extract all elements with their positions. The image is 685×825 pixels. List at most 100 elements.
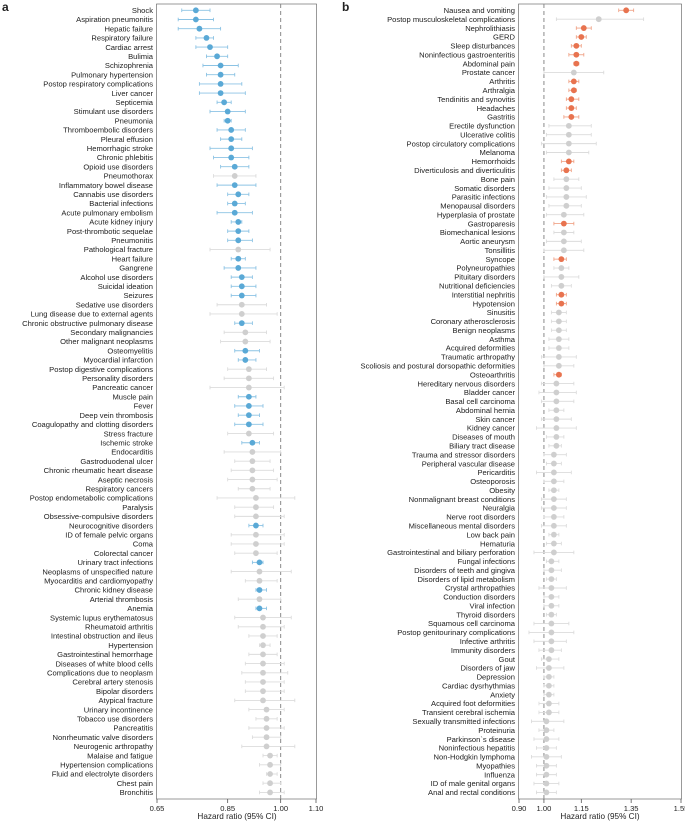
forest-row: Neurogenic arthropathy: [74, 742, 296, 751]
x-tick-label: 0.85: [220, 804, 235, 813]
forest-row: Immunity disorders: [451, 646, 562, 655]
hazard-ratio-point: [256, 587, 263, 593]
hazard-ratio-point: [231, 209, 238, 216]
forest-row: Chest pain: [117, 779, 282, 788]
hazard-ratio-point: [235, 246, 242, 253]
row-label: Gangrene: [119, 264, 153, 273]
row-label: Osteoporosis: [470, 477, 515, 486]
row-label: Benign neoplasms: [453, 326, 516, 335]
forest-row: Post-thrombotic sequelae: [67, 227, 250, 236]
row-label: Chronic obstructive pulmonary disease: [22, 319, 153, 328]
hazard-ratio-point: [235, 255, 242, 262]
forest-row: Postop respiratory complications: [43, 80, 243, 89]
x-tick-label: 1.00: [273, 804, 288, 813]
forest-row: ID of female pelvic organs: [65, 530, 285, 539]
hazard-ratio-point: [558, 256, 565, 263]
row-label: Colorectal cancer: [94, 549, 154, 558]
hazard-ratio-point: [550, 531, 557, 538]
row-label: Myopathies: [476, 761, 515, 770]
hazard-ratio-point: [228, 136, 235, 143]
forest-row: Somatic disorders: [454, 184, 582, 193]
hazard-ratio-point: [245, 375, 252, 382]
hazard-ratio-point: [245, 412, 252, 419]
forest-row: Tobacco use disorders: [77, 714, 278, 723]
row-label: Pneumonitis: [111, 236, 153, 245]
hazard-ratio-point: [573, 51, 580, 58]
forest-row: Neoplasms of unspecified nature: [42, 567, 292, 576]
row-label: Bipolar disorders: [96, 687, 153, 696]
forest-row: Chronic rheumatic heart disease: [44, 466, 275, 475]
hazard-ratio-point: [550, 522, 557, 529]
forest-row: Gangrene: [119, 264, 257, 273]
row-label: Septicemia: [115, 98, 153, 107]
hazard-ratio-point: [558, 265, 565, 271]
forest-row: Nonrheumatic valve disorders: [53, 733, 282, 742]
hazard-ratio-point: [553, 389, 560, 396]
hazard-ratio-point: [548, 629, 555, 636]
forest-row: Hypotension: [473, 299, 567, 308]
row-label: Trauma and stressor disorders: [412, 450, 515, 459]
hazard-ratio-point: [555, 318, 562, 325]
x-axis-label: Hazard ratio (95% CI): [560, 812, 639, 821]
forest-row: Suicidal ideation: [98, 282, 257, 291]
forest-row: Tonsillitis: [485, 246, 585, 255]
row-label: Sleep disturbances: [450, 42, 515, 51]
hazard-ratio-point: [543, 727, 550, 734]
forest-row: Deep vein thrombosis: [80, 411, 260, 420]
row-label: Diverticulosis and diverticulitis: [414, 166, 515, 175]
forest-row: Menopausal disorders: [440, 202, 582, 211]
row-label: Asthma: [489, 335, 516, 344]
forest-row: Urinary incontinence: [84, 705, 285, 714]
forest-row: Gastroduodenal ulcer: [80, 457, 271, 466]
hazard-ratio-point: [543, 753, 550, 760]
row-label: Traumatic arthropathy: [441, 353, 515, 362]
row-label: Neoplasms of unspecified nature: [42, 567, 153, 576]
hazard-ratio-point: [550, 540, 557, 547]
row-label: Hereditary nervous disorders: [418, 379, 516, 388]
hazard-ratio-point: [267, 761, 273, 768]
forest-row: Cardiac dysrhythmias: [442, 681, 555, 690]
hazard-ratio-point: [263, 706, 270, 713]
row-label: Chest pain: [117, 779, 153, 788]
forest-row: Stress fracture: [104, 429, 275, 438]
row-label: Obsessive-compulsive disorders: [44, 512, 154, 521]
forest-row: Prostate cancer: [462, 68, 605, 77]
row-label: Cardiac arrest: [105, 43, 154, 52]
hazard-ratio-point: [548, 620, 555, 627]
forest-row: Parkinson`s disease: [447, 735, 560, 744]
row-label: Viral infection: [470, 601, 515, 610]
hazard-ratio-point: [565, 149, 572, 156]
x-tick-label: 1.15: [574, 804, 589, 813]
hazard-ratio-point: [546, 709, 552, 716]
forest-row: Liver cancer: [112, 89, 246, 98]
forest-row: Chronic obstructive pulmonary disease: [22, 319, 253, 328]
hazard-ratio-point: [245, 393, 252, 400]
forest-row: Kidney cancer: [467, 424, 577, 433]
hazard-ratio-point: [555, 371, 562, 378]
forest-row: Sexually transmitted infections: [412, 717, 565, 726]
hazard-ratio-point: [245, 366, 252, 373]
row-label: ID of male genital organs: [431, 779, 516, 788]
forest-row: Pathological fracture: [84, 245, 271, 254]
row-label: Influenza: [484, 770, 516, 779]
forest-row: Disorders of lipid metabolism: [418, 575, 557, 584]
hazard-ratio-point: [548, 602, 555, 609]
row-label: Melanoma: [480, 148, 516, 157]
hazard-ratio-point: [235, 219, 242, 225]
hazard-ratio-point: [235, 265, 242, 271]
forest-row: Lung disease due to external agents: [31, 310, 278, 319]
forest-row: Nutritional deficiencies: [439, 282, 572, 291]
row-label: Hepatic failure: [104, 24, 153, 33]
row-label: Pituitary disorders: [454, 273, 515, 282]
row-label: Systemic lupus erythematosus: [50, 613, 153, 622]
row-label: Diseases of mouth: [452, 433, 515, 442]
hazard-ratio-point: [228, 127, 235, 133]
x-tick-label: 1.10: [309, 804, 324, 813]
forest-row: Asthma: [489, 335, 570, 344]
panel-letter: a: [2, 0, 9, 14]
forest-row: Pancreatitis: [113, 724, 285, 733]
forest-row: Low back pain: [466, 530, 560, 539]
hazard-ratio-point: [560, 211, 567, 218]
hazard-ratio-point: [228, 145, 235, 152]
